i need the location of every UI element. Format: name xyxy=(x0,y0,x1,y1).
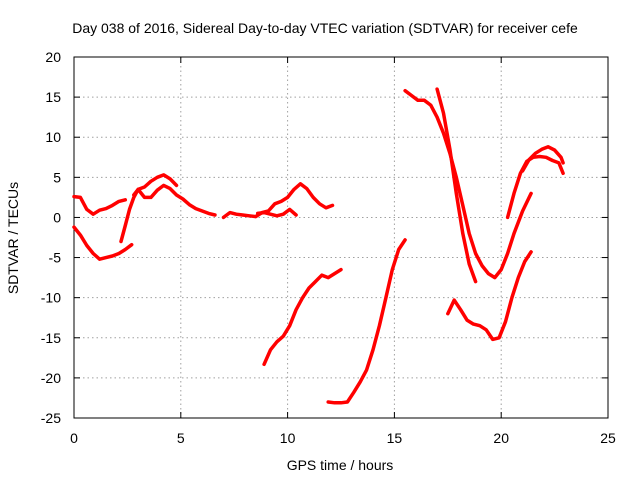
plot-frame xyxy=(73,56,609,419)
x-tick-label: 20 xyxy=(493,430,509,446)
series-arc9 xyxy=(403,88,533,280)
x-tick-label: 10 xyxy=(280,430,296,446)
y-tick-label: 15 xyxy=(45,89,61,105)
y-tick-label: -15 xyxy=(41,330,61,346)
y-tick-label: 5 xyxy=(53,169,61,185)
y-tick-labels: -25 -20 -15 -10 -5 0 5 10 15 20 xyxy=(41,49,61,426)
y-tick-label: -10 xyxy=(41,290,61,306)
y-axis-label: SDTVAR / TECUs xyxy=(5,182,21,294)
y-tick-label: 10 xyxy=(45,129,61,145)
series-arc3 xyxy=(119,183,217,244)
series-arc12 xyxy=(505,154,565,220)
data-series xyxy=(72,87,565,405)
series-arc2 xyxy=(72,225,134,261)
chart-title: Day 038 of 2016, Sidereal Day-to-day VTE… xyxy=(72,20,578,36)
series-arc10 xyxy=(435,87,478,284)
y-tick-label: -25 xyxy=(41,410,61,426)
series-arc6 xyxy=(255,207,298,218)
y-tick-label: 0 xyxy=(53,209,61,225)
x-axis-label: GPS time / hours xyxy=(287,457,394,473)
y-tick-label: -20 xyxy=(41,370,61,386)
x-tick-label: 0 xyxy=(70,430,78,446)
y-tick-label: -5 xyxy=(49,250,62,266)
x-tick-labels: 0 5 10 15 20 25 xyxy=(70,430,616,446)
series-arc5 xyxy=(221,182,335,220)
tick-marks xyxy=(73,56,609,419)
series-arc11 xyxy=(446,250,533,342)
series-arc1 xyxy=(72,194,128,216)
x-tick-label: 25 xyxy=(600,430,616,446)
series-arc4 xyxy=(132,173,179,197)
series-arc7 xyxy=(262,267,343,367)
series-arc8 xyxy=(326,238,407,405)
grid-lines xyxy=(74,57,608,418)
x-tick-label: 15 xyxy=(387,430,403,446)
x-tick-label: 5 xyxy=(177,430,185,446)
y-tick-label: 20 xyxy=(45,49,61,65)
series-arc13 xyxy=(520,145,565,173)
